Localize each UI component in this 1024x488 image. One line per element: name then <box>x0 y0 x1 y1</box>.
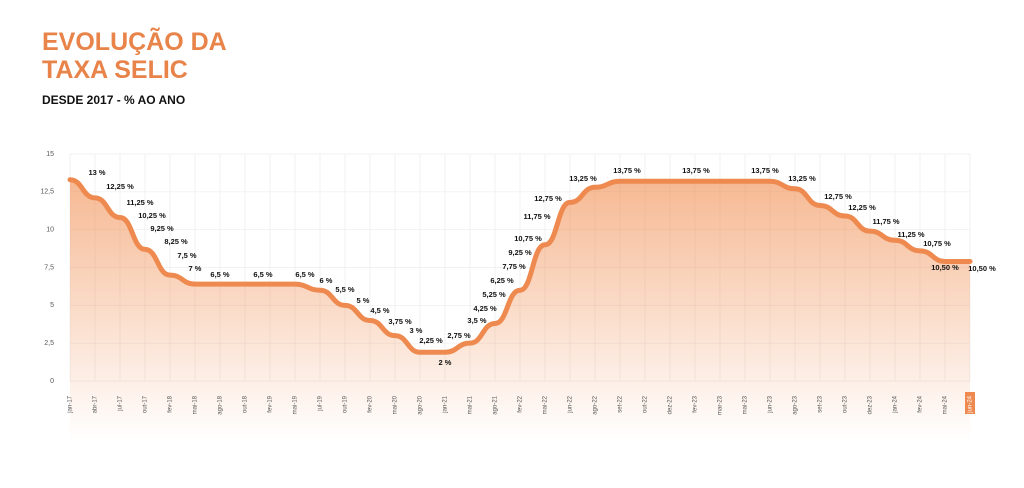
x-tick-label: out-23 <box>843 395 849 413</box>
annotation: 2,75 % <box>447 331 471 340</box>
annotation: 4,25 % <box>473 304 497 313</box>
annotation: 9,25 % <box>150 224 174 233</box>
annotation: 13,75 % <box>682 166 710 175</box>
annotation: 4,5 % <box>370 306 390 315</box>
x-tick-label: mai-20 <box>393 395 399 414</box>
x-tick-label: jan-21 <box>443 395 449 413</box>
annotation: 2,25 % <box>419 336 443 345</box>
annotation: 13 % <box>88 168 105 177</box>
x-tick-label: mai-22 <box>543 395 549 414</box>
annotation: 12,75 % <box>534 194 562 203</box>
annotation: 6,25 % <box>490 276 514 285</box>
annotation: 8,25 % <box>164 237 188 246</box>
x-tick-label: jun-23 <box>768 395 774 413</box>
x-tick-label: fev-22 <box>518 395 524 412</box>
y-tick-label: 0 <box>50 378 54 385</box>
annotation: 7 % <box>189 264 202 273</box>
annotation: 13,25 % <box>569 174 597 183</box>
x-tick-label: jan-17 <box>68 395 74 413</box>
y-tick-label: 2,5 <box>44 340 54 347</box>
x-tick-label: jun-24 <box>968 395 974 413</box>
x-tick-label: mai-24 <box>943 395 949 414</box>
annotation: 11,75 % <box>523 212 550 221</box>
x-tick-label: dez-22 <box>668 395 674 414</box>
y-tick-label: 10 <box>46 227 54 234</box>
x-tick-label: jul-17 <box>118 395 124 411</box>
annotation: 12,25 % <box>848 203 876 212</box>
annotation: 13,75 % <box>751 166 779 175</box>
plot <box>67 177 973 441</box>
annotation: 11,75 % <box>872 217 899 226</box>
annotation: 13,25 % <box>788 174 816 183</box>
annotation: 3,75 % <box>388 317 412 326</box>
x-tick-label: ago-22 <box>593 395 599 414</box>
x-tick-label: fev-24 <box>918 395 924 412</box>
chart-subtitle: DESDE 2017 - % AO ANO <box>42 93 185 107</box>
annotation: 12,25 % <box>106 182 134 191</box>
x-tick-label: out-19 <box>343 395 349 413</box>
annotation: 10,75 % <box>514 234 542 243</box>
x-tick-label: fev-18 <box>168 395 174 412</box>
area <box>70 179 970 441</box>
annotation: 5 % <box>357 296 370 305</box>
x-tick-label: jul-19 <box>318 395 324 411</box>
x-tick-label: mai-19 <box>293 395 299 414</box>
x-tick-label: out-18 <box>243 395 249 413</box>
labels: 0 2,5 5 7,5 10 12,5 15 jan-17 abr-17 jul-17 out-17… <box>40 151 996 415</box>
annotation: 11,25 % <box>897 230 924 239</box>
x-tick-label: mai-21 <box>468 395 474 414</box>
chart-title: EVOLUÇÃO DA <box>42 26 227 56</box>
x-tick-label: fev-23 <box>693 395 699 412</box>
x-tick-label: jan-24 <box>893 395 899 413</box>
x-tick-label: ago-20 <box>418 395 424 414</box>
annotation: 5,5 % <box>335 285 355 294</box>
x-tick-label: ago-23 <box>793 395 799 414</box>
annotation: 6 % <box>320 276 333 285</box>
annotation: 6,5 % <box>253 270 273 279</box>
y-tick-label: 7,5 <box>44 264 54 271</box>
annotation: 7,5 % <box>177 251 197 260</box>
annotation: 13,75 % <box>613 166 641 175</box>
x-tick-label: set-22 <box>618 395 624 412</box>
annotation: 10,25 % <box>138 211 166 220</box>
x-tick-highlight <box>965 392 975 414</box>
x-tick-label: set-23 <box>818 395 824 412</box>
x-tick-label: abr-17 <box>93 395 99 413</box>
line <box>67 177 973 355</box>
annotation: 6,5 % <box>295 270 315 279</box>
annotation: 10,50 % <box>931 263 959 272</box>
x-tick-label: jun-22 <box>568 395 574 413</box>
y-tick-label: 15 <box>46 151 54 158</box>
y-tick-label: 5 <box>50 302 54 309</box>
x-tick-label: mar-23 <box>718 395 724 415</box>
chart-title: TAXA SELIC <box>42 56 188 84</box>
annotation: 10,50 % <box>968 264 996 273</box>
annotation: 5,25 % <box>482 290 506 299</box>
x-tick-label: fev-19 <box>268 395 274 412</box>
annotation: 3 % <box>410 326 423 335</box>
annotation: 3,5 % <box>467 316 487 325</box>
annotation: 7,75 % <box>502 262 526 271</box>
annotation: 9,25 % <box>508 248 532 257</box>
y-tick-label: 12,5 <box>40 189 54 196</box>
x-tick-label: ago-18 <box>218 395 224 414</box>
x-tick-label: ago-21 <box>493 395 499 414</box>
annotation: 6,5 % <box>210 270 230 279</box>
x-tick-label: out-17 <box>143 395 149 413</box>
annotation: 10,75 % <box>923 239 951 248</box>
x-tick-label: dez-23 <box>868 395 874 414</box>
x-tick-label: mai-23 <box>743 395 749 414</box>
x-tick-label: out-22 <box>643 395 649 413</box>
x-tick-label: fev-20 <box>368 395 374 412</box>
annotation: 2 % <box>439 358 452 367</box>
annotation: 12,75 % <box>824 192 852 201</box>
x-tick-label: mai-18 <box>193 395 199 414</box>
annotation: 11,25 % <box>126 198 153 207</box>
